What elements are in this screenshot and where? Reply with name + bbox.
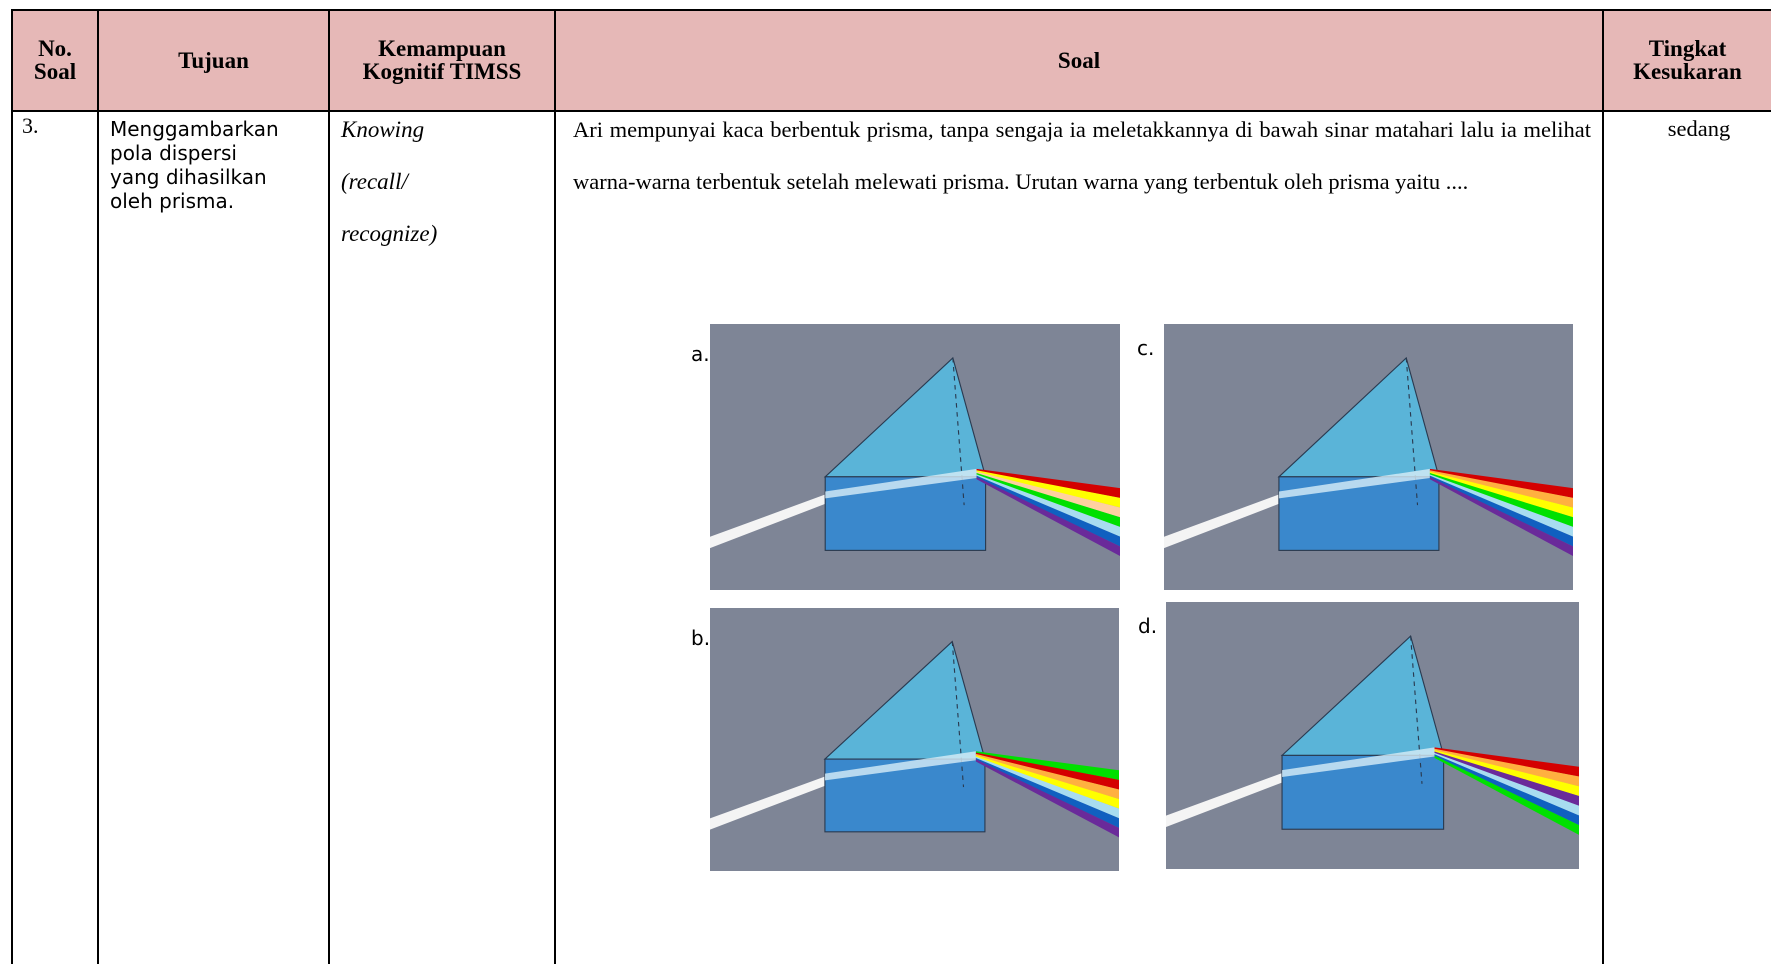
- ray: [1434, 748, 1579, 787]
- prism-figure: [1164, 324, 1573, 590]
- tujuan-line: oleh prisma.: [110, 189, 235, 213]
- border: [1602, 9, 1604, 964]
- soal-cell: Ari mempunyai kaca berbentuk prisma, tan…: [573, 104, 1591, 208]
- prism-edge: [1405, 357, 1419, 506]
- ray: [1434, 752, 1579, 816]
- prism-figure: [710, 324, 1120, 590]
- header-cell: Tujuan: [99, 9, 328, 111]
- option-label: d.: [1138, 614, 1158, 638]
- tujuan-line: Menggambarkan: [110, 117, 279, 141]
- option-label: b.: [691, 626, 711, 650]
- ray: [1429, 475, 1573, 547]
- ray: [1429, 471, 1573, 518]
- tujuan-line: yang dihasilkan: [110, 165, 267, 189]
- option-label: c.: [1137, 336, 1155, 360]
- prism-box: [824, 758, 986, 833]
- ray: [1434, 755, 1579, 835]
- ray: [1434, 751, 1579, 806]
- tujuan-cell: Menggambarkan pola dispersi yang dihasil…: [110, 117, 325, 213]
- ray: [1429, 472, 1573, 527]
- no-text: 3.: [22, 113, 39, 138]
- ray: [975, 753, 1119, 800]
- tingkat-text: sedang: [1667, 116, 1731, 141]
- prism-box: [824, 476, 987, 551]
- ray: [976, 474, 1120, 537]
- incoming-beam: [1166, 765, 1303, 827]
- inner-beam: [824, 751, 976, 781]
- header-text: Soal: [1057, 47, 1101, 73]
- kemampuan-line: recognize): [341, 221, 438, 246]
- border: [11, 9, 13, 964]
- header-bg: [11, 9, 1771, 111]
- header-text: Tingkat Kesukaran: [1633, 36, 1742, 84]
- header-text: Kemampuan Kognitif TIMSS: [362, 36, 522, 84]
- ray: [975, 751, 1119, 780]
- ray: [975, 752, 1119, 790]
- option-label: a.: [691, 342, 710, 366]
- ray: [976, 468, 1120, 498]
- header-cell: No. Soal: [13, 9, 97, 111]
- ray: [975, 757, 1119, 828]
- ray: [976, 475, 1120, 547]
- ray: [1434, 750, 1579, 796]
- tujuan-line: pola dispersi: [110, 141, 237, 165]
- header-cell: Soal: [556, 9, 1602, 111]
- ray: [975, 759, 1119, 838]
- ray: [1429, 468, 1573, 498]
- prism-box: [1281, 754, 1445, 830]
- kemampuan-line: Knowing: [341, 117, 425, 142]
- no-cell: 3.: [22, 113, 39, 139]
- prism-box: [1278, 476, 1440, 551]
- tingkat-cell: sedang: [1604, 116, 1771, 142]
- kemampuan-cell: Knowing (recall/ recognize): [341, 104, 551, 260]
- prism-edge: [951, 641, 965, 788]
- prism-edge: [952, 357, 965, 506]
- prism-figure: [1166, 602, 1579, 869]
- ray: [975, 756, 1119, 819]
- ray: [975, 755, 1119, 809]
- incoming-beam: [1164, 486, 1300, 549]
- inner-beam: [1282, 747, 1435, 777]
- ray: [1434, 754, 1579, 826]
- inner-beam: [1278, 468, 1430, 499]
- ray: [976, 470, 1120, 508]
- border: [97, 9, 99, 964]
- header-text: Tujuan: [178, 47, 249, 73]
- ray: [976, 477, 1120, 557]
- border: [554, 9, 556, 964]
- ray: [1434, 747, 1579, 777]
- incoming-beam: [710, 486, 846, 549]
- header-cell: Tingkat Kesukaran: [1604, 9, 1771, 111]
- inner-beam: [825, 468, 977, 499]
- prism-figure: [710, 608, 1119, 871]
- ray: [976, 471, 1120, 518]
- ray: [976, 472, 1120, 527]
- border: [11, 110, 1771, 112]
- kemampuan-line: (recall/: [341, 169, 408, 194]
- border: [328, 9, 330, 964]
- ray: [1429, 477, 1573, 557]
- prism-edge: [1410, 636, 1423, 784]
- border: [11, 9, 1771, 11]
- header-text: No. Soal: [33, 36, 77, 84]
- soal-text: Ari mempunyai kaca berbentuk prisma, tan…: [573, 117, 1591, 194]
- ray: [1429, 474, 1573, 537]
- header-cell: Kemampuan Kognitif TIMSS: [330, 9, 554, 111]
- ray: [1429, 470, 1573, 508]
- incoming-beam: [710, 769, 846, 830]
